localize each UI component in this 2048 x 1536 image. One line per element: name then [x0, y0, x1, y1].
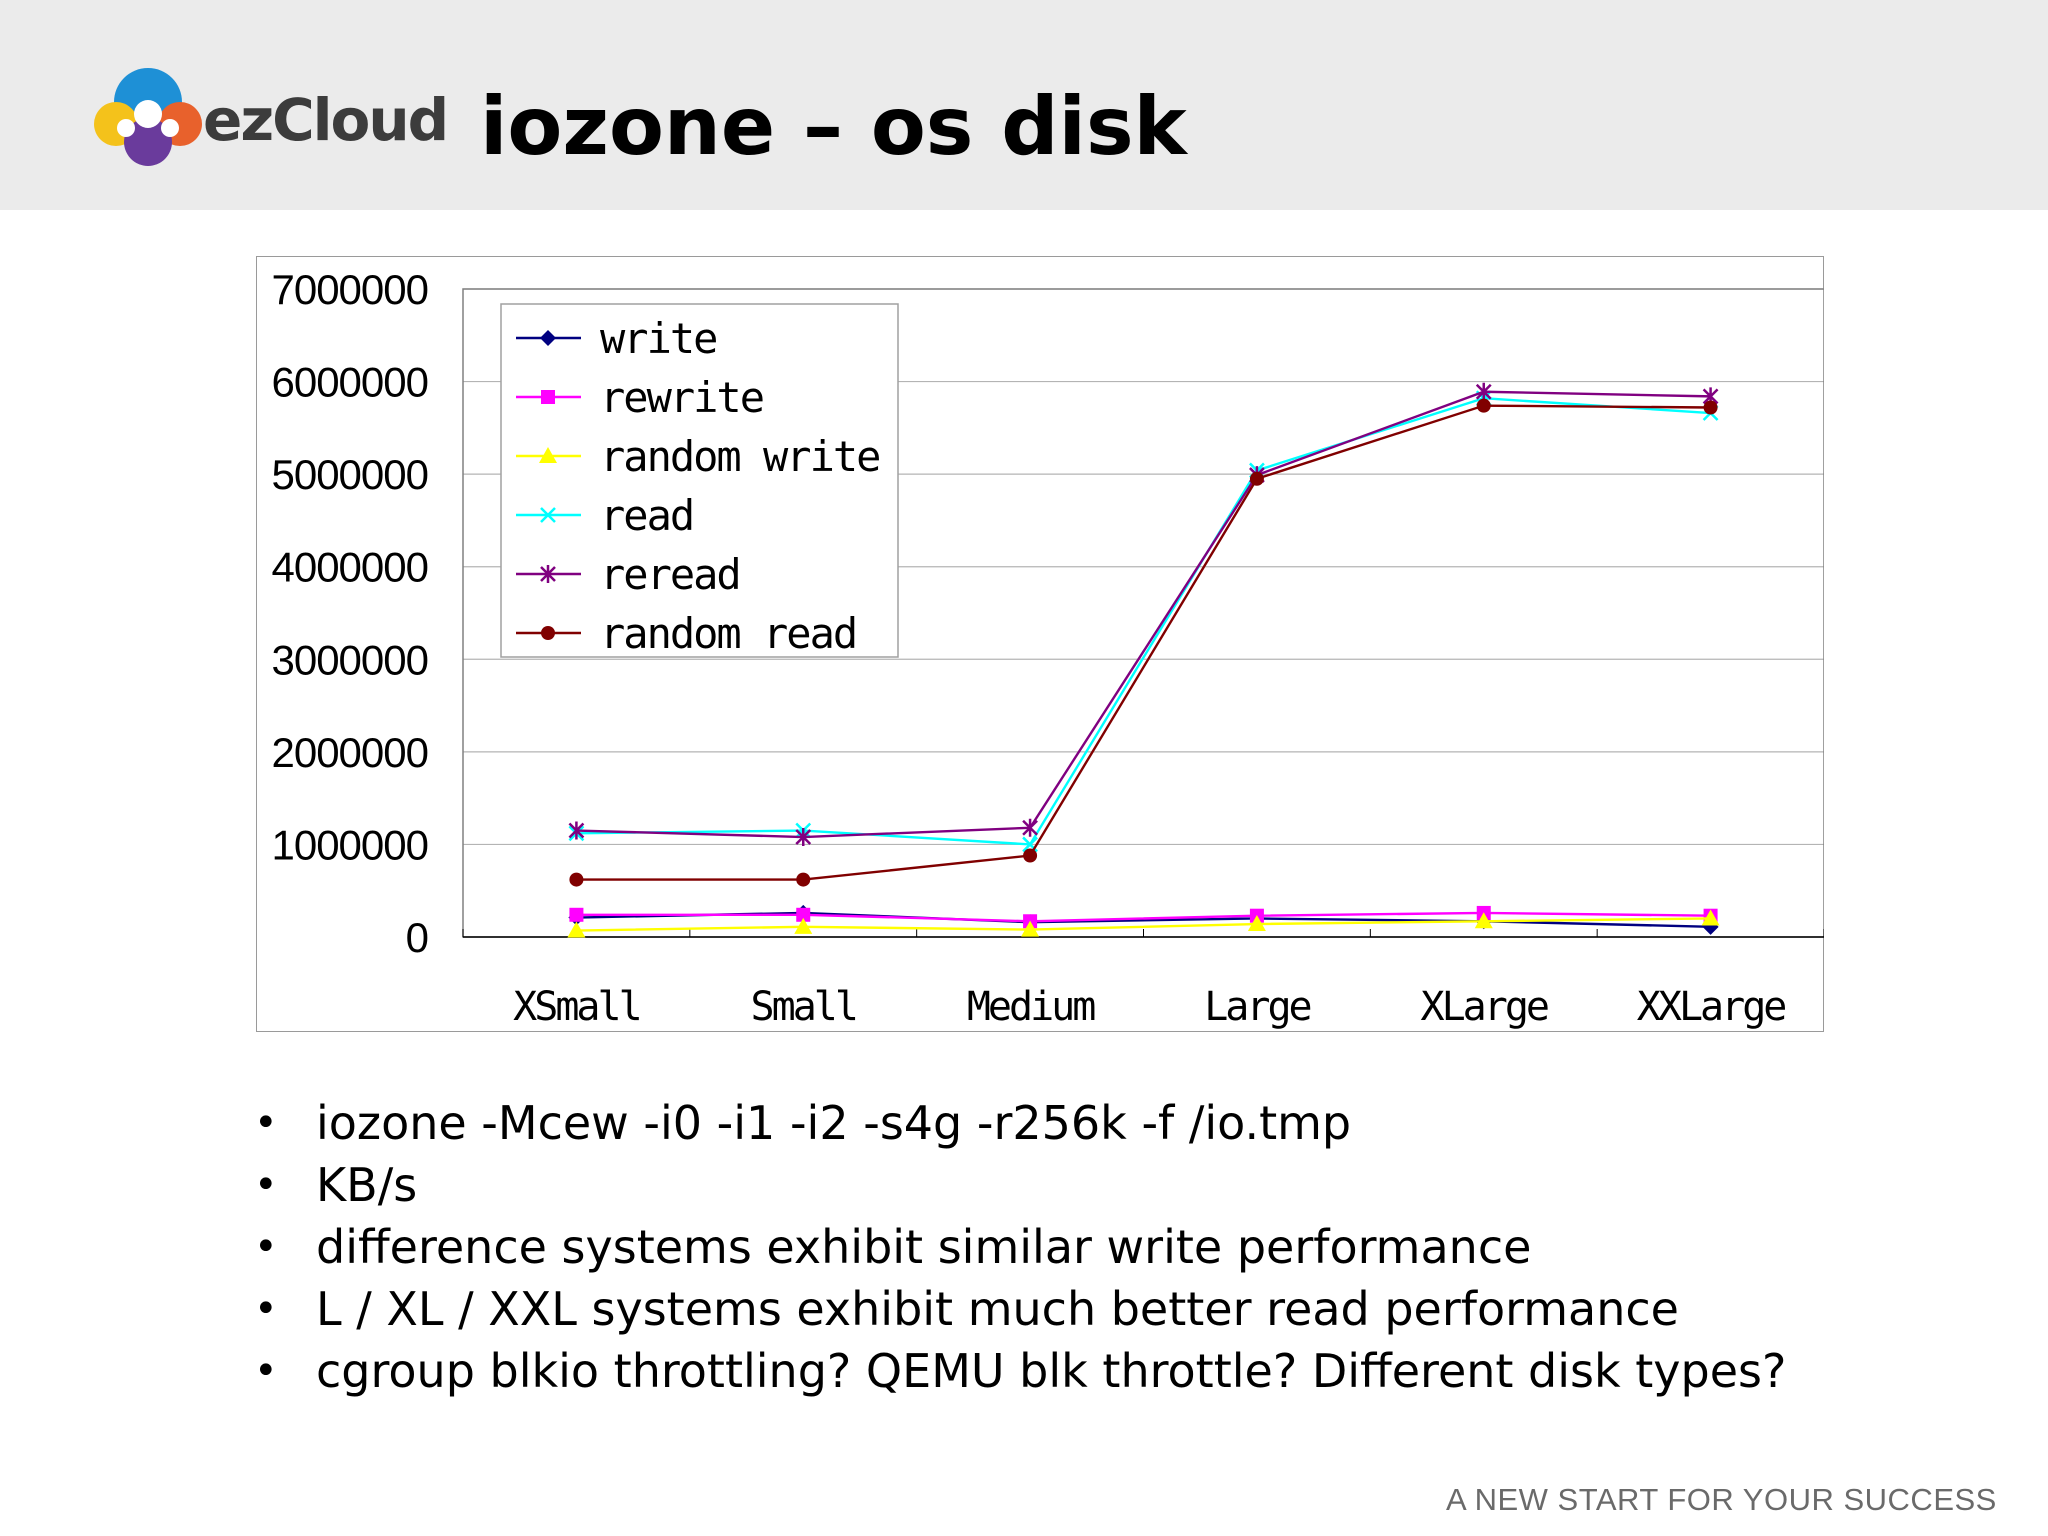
bullet-icon: •	[254, 1286, 278, 1332]
legend-marker	[540, 565, 556, 583]
legend-marker	[540, 330, 556, 346]
y-tick-label: 2000000	[271, 729, 428, 776]
data-point	[1022, 818, 1038, 837]
data-point	[796, 907, 811, 922]
x-tick-label: XLarge	[1421, 984, 1548, 1030]
data-point	[1249, 471, 1264, 486]
x-tick-label: Large	[1204, 984, 1310, 1030]
x-tick-label: XXLarge	[1637, 984, 1785, 1030]
line-chart: 0 1000000 2000000 3000000 4000000 5000000 6000…	[271, 266, 1824, 1030]
y-tick-label: 7000000	[271, 266, 428, 313]
bullet-text: L / XL / XXL systems exhibit much better…	[316, 1282, 1679, 1336]
bullet-text: difference systems exhibit similar write…	[316, 1220, 1532, 1274]
slide-header: ezCloud iozone – os disk	[0, 0, 2048, 210]
bullet-icon: •	[254, 1100, 278, 1146]
data-point	[1474, 912, 1493, 929]
legend-label: random read	[600, 609, 856, 658]
legend-label: reread	[600, 550, 740, 599]
bullet-icon: •	[254, 1162, 278, 1208]
x-tick-label: XSmall	[513, 984, 640, 1030]
bullet-item: • L / XL / XXL systems exhibit much bette…	[250, 1278, 1786, 1340]
data-point	[1475, 382, 1492, 401]
data-point	[568, 821, 585, 840]
bullet-item: • cgroup blkio throttling? QEMU blk throt…	[250, 1340, 1786, 1402]
data-point	[796, 872, 811, 887]
bullet-text: iozone -Mcew -i0 -i1 -i2 -s4g -r256k -f …	[316, 1096, 1352, 1150]
legend-marker	[541, 390, 555, 404]
series-line	[576, 917, 1711, 932]
y-tick-label: 1000000	[271, 821, 428, 868]
footer-tagline: A NEW START FOR YOUR SUCCESS	[1446, 1482, 1997, 1517]
y-tick-label: 4000000	[271, 544, 428, 591]
legend-marker	[540, 507, 556, 523]
slide-title: iozone – os disk	[480, 80, 1187, 173]
data-point	[567, 921, 586, 938]
y-tick-label: 5000000	[271, 451, 428, 498]
bullet-item: • KB/s	[250, 1154, 1786, 1216]
legend-label: read	[600, 491, 693, 540]
bullet-icon: •	[254, 1348, 278, 1394]
legend-box	[500, 303, 899, 658]
data-point	[1021, 920, 1040, 937]
data-point	[1023, 848, 1038, 863]
x-tick-label: Medium	[967, 984, 1095, 1030]
bullet-list: • iozone -Mcew -i0 -i1 -i2 -s4g -r256k -f…	[250, 1092, 1786, 1402]
legend-label: rewrite	[600, 373, 763, 422]
x-tick-label: Small	[751, 984, 856, 1030]
bullet-item: • difference systems exhibit similar writ…	[250, 1216, 1786, 1278]
bullet-icon: •	[254, 1224, 278, 1270]
y-tick-label: 0	[406, 914, 428, 961]
y-tick-label: 3000000	[271, 636, 428, 683]
data-point	[795, 828, 812, 847]
bullet-text: cgroup blkio throttling? QEMU blk thrott…	[316, 1344, 1787, 1398]
y-tick-label: 6000000	[271, 359, 428, 406]
ezcloud-logo-icon	[94, 68, 202, 166]
data-point	[1476, 398, 1491, 413]
data-point	[794, 917, 813, 934]
series-line	[576, 911, 1711, 923]
data-point	[1703, 400, 1718, 415]
data-point	[569, 907, 584, 922]
data-point	[569, 872, 584, 887]
series-line	[576, 390, 1711, 839]
series-line	[576, 397, 1711, 846]
legend-marker	[541, 626, 555, 640]
bullet-item: • iozone -Mcew -i0 -i1 -i2 -s4g -r256k -f…	[250, 1092, 1786, 1154]
data-point	[1701, 909, 1720, 926]
series-line	[576, 404, 1711, 881]
legend-label: random write	[600, 432, 879, 481]
bullet-text: KB/s	[316, 1158, 418, 1212]
data-point	[1247, 915, 1266, 932]
legend-marker	[539, 447, 557, 463]
legend-label: write	[600, 314, 716, 363]
brand-name: ezCloud	[203, 86, 449, 154]
